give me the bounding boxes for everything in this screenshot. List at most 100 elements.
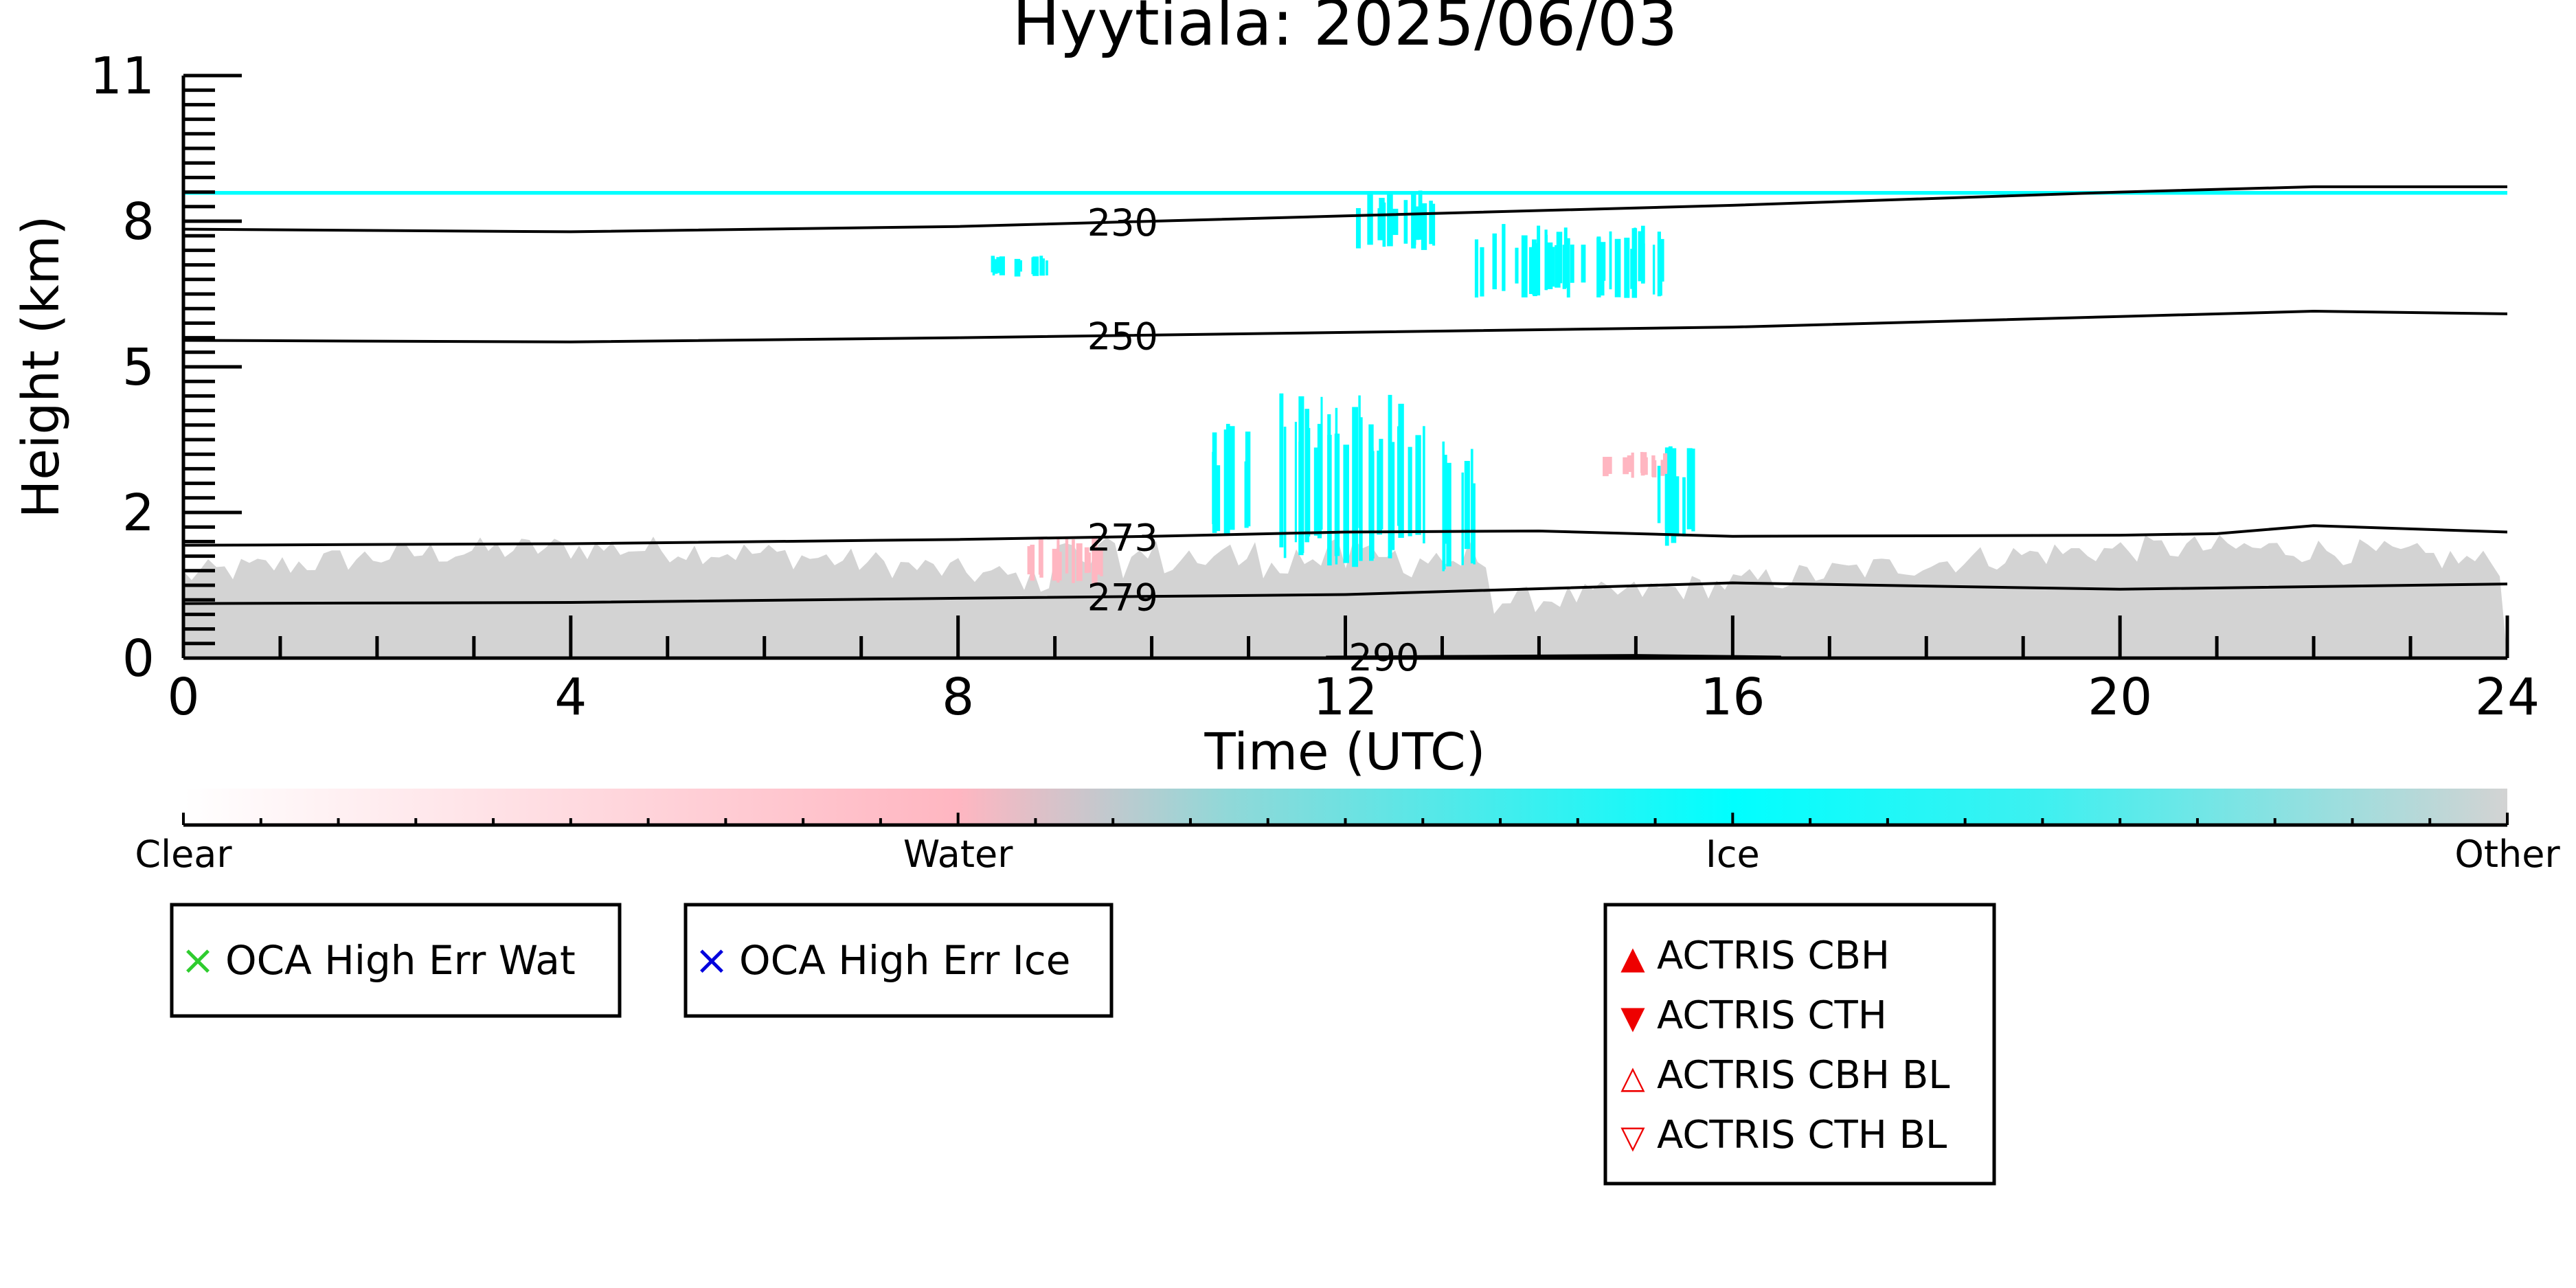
contour-label: 230 (1087, 201, 1158, 245)
temperature-contours (183, 185, 2507, 658)
class-region-streak (1030, 544, 1035, 581)
class-region-ice (1474, 224, 1664, 298)
class-region-streak (1570, 245, 1574, 283)
class-region-streak (1039, 538, 1043, 578)
class-region-shape (183, 191, 2507, 195)
y-tick-label: 2 (122, 484, 155, 543)
class-region-streak (1464, 460, 1470, 550)
class-region-streak (1657, 466, 1661, 523)
class-region-streak (1343, 444, 1349, 563)
class-region-streak (1279, 393, 1284, 547)
class-region-streak (1367, 191, 1373, 245)
legend-marker: × (694, 936, 729, 984)
legend-box (683, 903, 1114, 1018)
class-region-streak (1686, 448, 1693, 530)
x-ticks: 0 4 8 12 16 20 24 (167, 615, 2540, 727)
class-region-streak (1313, 447, 1319, 536)
legend-actris: ▲ ACTRIS CBH ▼ ACTRIS CTH △ ACTRIS CBH BL ▽ ACT… (1603, 903, 1996, 1186)
class-region-streak (1039, 256, 1043, 275)
contour-label: 250 (1087, 315, 1158, 358)
colorbar-ticks (182, 813, 2509, 825)
class-region-streak (1537, 225, 1541, 296)
class-region-streak (999, 256, 1005, 275)
class-region-streak (1355, 207, 1361, 249)
class-region-streak (1691, 449, 1695, 532)
class-region-streak (1212, 432, 1217, 533)
x-axis-label: Time (UTC) (1204, 723, 1485, 782)
class-region-streak (1229, 426, 1235, 530)
legend-label: ACTRIS CTH BL (1657, 1113, 1947, 1157)
x-tick-label: 20 (2088, 668, 2152, 727)
class-region-streak (1634, 227, 1636, 283)
class-region-streak (1212, 451, 1214, 524)
class-region-streak (1675, 476, 1680, 536)
legend-box (1603, 903, 1996, 1186)
class-region-streak (1660, 460, 1665, 476)
class-region-shape (183, 534, 2507, 658)
contour-line (183, 524, 2507, 547)
class-region-streak (1415, 435, 1421, 535)
legend-entry: ▼ ACTRIS CTH (1620, 993, 1887, 1038)
class-region-streak (1640, 225, 1645, 284)
class-region-streak (1551, 247, 1555, 287)
class-region-streak (1421, 203, 1427, 250)
contour-line (183, 310, 2507, 343)
class-region-streak (1045, 260, 1048, 275)
class-region-streak (1624, 238, 1630, 298)
class-region-streak (1100, 550, 1103, 576)
class-region-streak (1072, 539, 1075, 583)
class-region-streak (1623, 457, 1629, 475)
class-region-streak (1652, 460, 1657, 477)
class-region-streak (1317, 424, 1322, 539)
x-tick-label: 8 (942, 668, 974, 727)
class-region-streak (1358, 395, 1361, 528)
class-region-streak (1660, 238, 1664, 282)
class-region-streak (1035, 260, 1037, 275)
class-region-streak (1446, 462, 1451, 567)
legend-label: OCA High Err Ice (739, 937, 1070, 984)
class-region-streak (1515, 247, 1519, 284)
class-region-streak (996, 257, 1002, 273)
x-tick-label: 4 (554, 668, 587, 727)
colorbar-label: Clear (135, 833, 232, 876)
class-region-streak (1566, 238, 1570, 298)
class-region-streak (1065, 537, 1069, 574)
colorbar-labels: Clear Water Ice Other (135, 833, 2560, 876)
legend-oca: × OCA High Err Wat × OCA High Err Ice (170, 903, 1114, 1018)
y-tick-label: 5 (122, 338, 155, 397)
class-region-streak (1556, 231, 1563, 284)
class-region-streak (1388, 394, 1392, 558)
class-region-streak (1283, 427, 1287, 558)
class-region-water (1603, 451, 1668, 478)
class-region-water (1027, 536, 1103, 584)
class-region-streak (1581, 245, 1586, 283)
class-region-streak (1017, 260, 1022, 272)
class-region-streak (994, 259, 997, 272)
class-region-streak (1359, 417, 1363, 561)
class-region-streak (1298, 396, 1304, 554)
class-region-ice (1442, 441, 1476, 572)
x-tick-label: 16 (1700, 668, 1765, 727)
legend-marker: ▽ (1620, 1118, 1645, 1155)
class-region-other (183, 534, 2507, 658)
class-region-streak (1377, 208, 1383, 240)
class-region-streak (1392, 208, 1399, 236)
class-region-streak (1429, 201, 1433, 245)
class-region-streak (1627, 455, 1632, 473)
class-region-streak (1461, 472, 1464, 565)
colorbar: Clear Water Ice Other (135, 789, 2560, 876)
class-region-streak (1492, 233, 1497, 290)
legend-entry: × OCA High Err Wat (170, 903, 622, 1018)
class-region-streak (1474, 239, 1479, 298)
class-region-streak (1411, 191, 1416, 245)
class-region-streak (1473, 483, 1476, 565)
class-region-streak (1027, 546, 1032, 575)
class-region-streak (1607, 457, 1612, 474)
legend-label: ACTRIS CTH (1657, 993, 1887, 1038)
class-region-streak (1443, 454, 1447, 544)
axes: 0 4 8 12 16 20 24 0 2 5 8 11 (90, 47, 2540, 727)
legend-marker: △ (1620, 1059, 1645, 1096)
y-ticks: 0 2 5 8 11 (90, 47, 242, 688)
legend-label: ACTRIS CBH (1657, 934, 1890, 978)
class-region-streak (1614, 238, 1621, 297)
